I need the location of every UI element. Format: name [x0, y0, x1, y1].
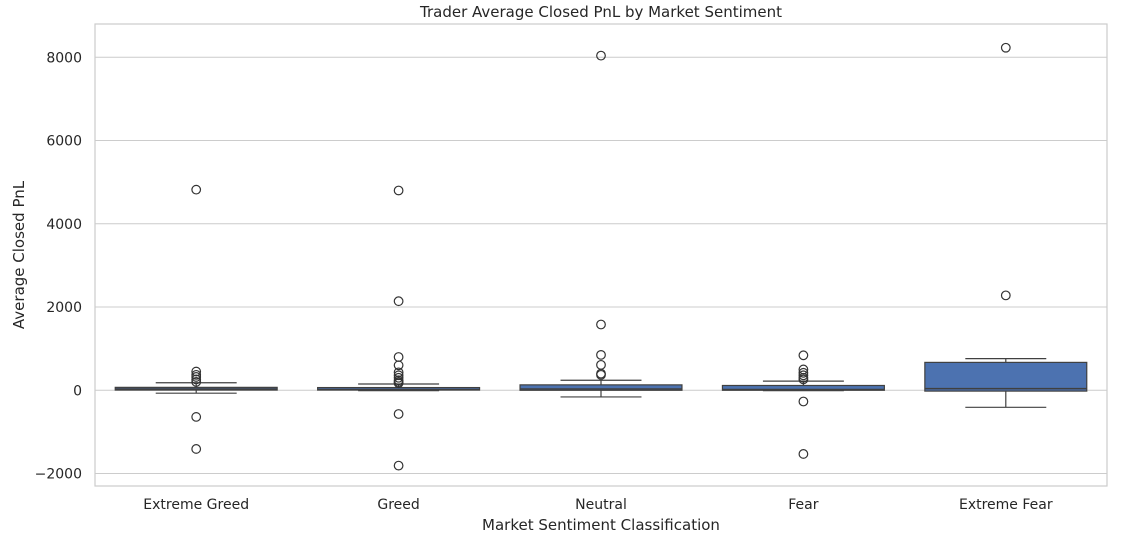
y-tick-label: 2000 — [46, 300, 82, 316]
outlier-point — [1000, 42, 1011, 53]
chart-title: Trader Average Closed PnL by Market Sent… — [419, 3, 782, 21]
outlier-point — [798, 350, 809, 361]
outlier-point — [393, 460, 404, 471]
y-tick-label: −2000 — [35, 467, 82, 483]
outlier-point — [393, 352, 404, 362]
x-tick-label: Neutral — [575, 497, 627, 513]
x-tick-label: Extreme Fear — [959, 497, 1053, 513]
outlier-point — [798, 374, 809, 385]
outlier-point — [393, 360, 404, 371]
outlier-point — [191, 377, 202, 387]
outlier-point — [393, 185, 404, 196]
y-tick-label: 0 — [73, 383, 82, 399]
y-tick-label: 8000 — [46, 50, 82, 66]
outlier-point — [393, 409, 404, 419]
box-group — [924, 42, 1088, 408]
box-group — [721, 350, 885, 459]
outlier-point — [596, 359, 606, 370]
iqr-box — [519, 384, 683, 391]
outlier-point — [393, 372, 404, 383]
x-tick-label: Greed — [377, 497, 419, 513]
outlier-point — [191, 184, 202, 195]
ticks-layer: −2000 0 2000 4000 6000 8000 Extreme Greed Greed… — [35, 50, 1053, 513]
box-group — [519, 50, 683, 398]
outlier-point — [393, 378, 404, 389]
outlier-point — [191, 372, 202, 382]
outlier-point — [191, 444, 202, 454]
outlier-point — [191, 412, 202, 422]
y-tick-label: 4000 — [46, 217, 82, 233]
iqr-box — [721, 384, 885, 391]
outlier-point — [596, 50, 606, 61]
y-axis-label: Average Closed PnL — [10, 180, 28, 329]
outlier-point — [596, 349, 606, 360]
outlier-point — [798, 396, 809, 407]
x-tick-label: Fear — [788, 497, 818, 513]
boxes-layer — [114, 42, 1088, 471]
x-axis-label: Market Sentiment Classification — [482, 516, 720, 534]
outlier-point — [798, 370, 809, 381]
outlier-point — [798, 449, 809, 459]
grid-layer — [95, 56, 1107, 475]
outlier-point — [596, 319, 606, 330]
y-tick-label: 6000 — [46, 134, 82, 150]
box-group — [317, 185, 481, 471]
outlier-point — [191, 374, 202, 385]
box-group — [114, 184, 278, 454]
x-tick-label: Extreme Greed — [143, 497, 249, 513]
outlier-point — [596, 369, 606, 380]
plot-frame — [94, 23, 1108, 487]
outlier-point — [798, 367, 809, 378]
outlier-point — [393, 370, 404, 381]
outlier-point — [1000, 290, 1011, 301]
iqr-box — [924, 361, 1088, 392]
outlier-point — [191, 366, 202, 377]
outlier-point — [393, 367, 404, 378]
outlier-point — [393, 296, 404, 307]
